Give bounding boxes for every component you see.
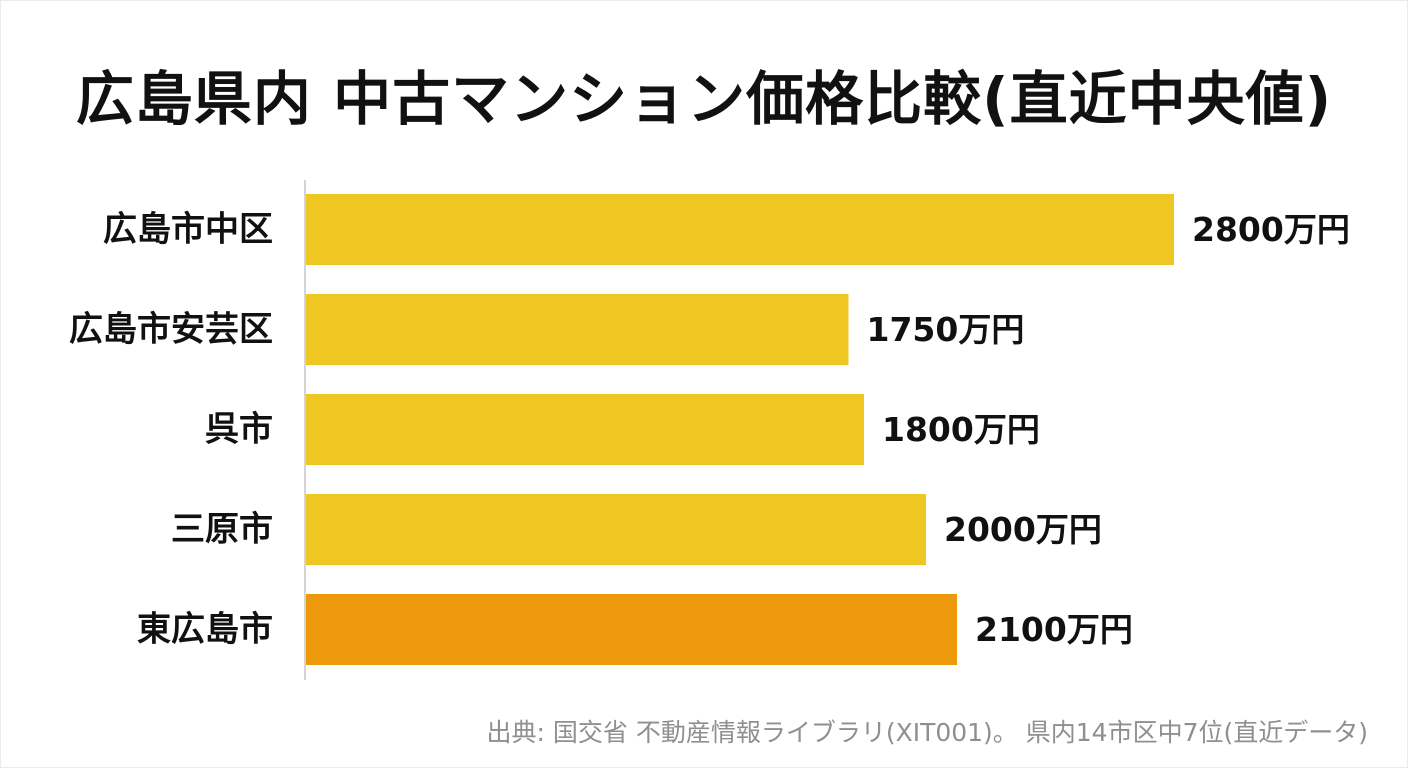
value-label-0: 2800万円 [1192, 210, 1350, 249]
bar-3 [306, 494, 926, 565]
value-label-1: 1750万円 [867, 310, 1025, 349]
category-label-2: 呉市 [205, 410, 273, 450]
category-label-4: 東広島市 [137, 610, 273, 650]
category-label-0: 広島市中区 [103, 210, 273, 250]
value-label-4: 2100万円 [975, 610, 1133, 649]
chart-title: 広島県内 中古マンション価格比較(直近中央値) [75, 65, 1333, 133]
source-note: 出典: 国交省 不動産情報ライブラリ(XIT001)。 県内14市区中7位(直近… [486, 718, 1369, 747]
category-label-3: 三原市 [171, 510, 273, 550]
bar-1 [306, 294, 849, 365]
bar-0 [306, 194, 1174, 265]
value-label-2: 1800万円 [882, 410, 1040, 449]
value-label-3: 2000万円 [944, 510, 1102, 549]
bar-4 [306, 594, 957, 665]
bar-2 [306, 394, 864, 465]
category-label-1: 広島市安芸区 [69, 310, 273, 350]
